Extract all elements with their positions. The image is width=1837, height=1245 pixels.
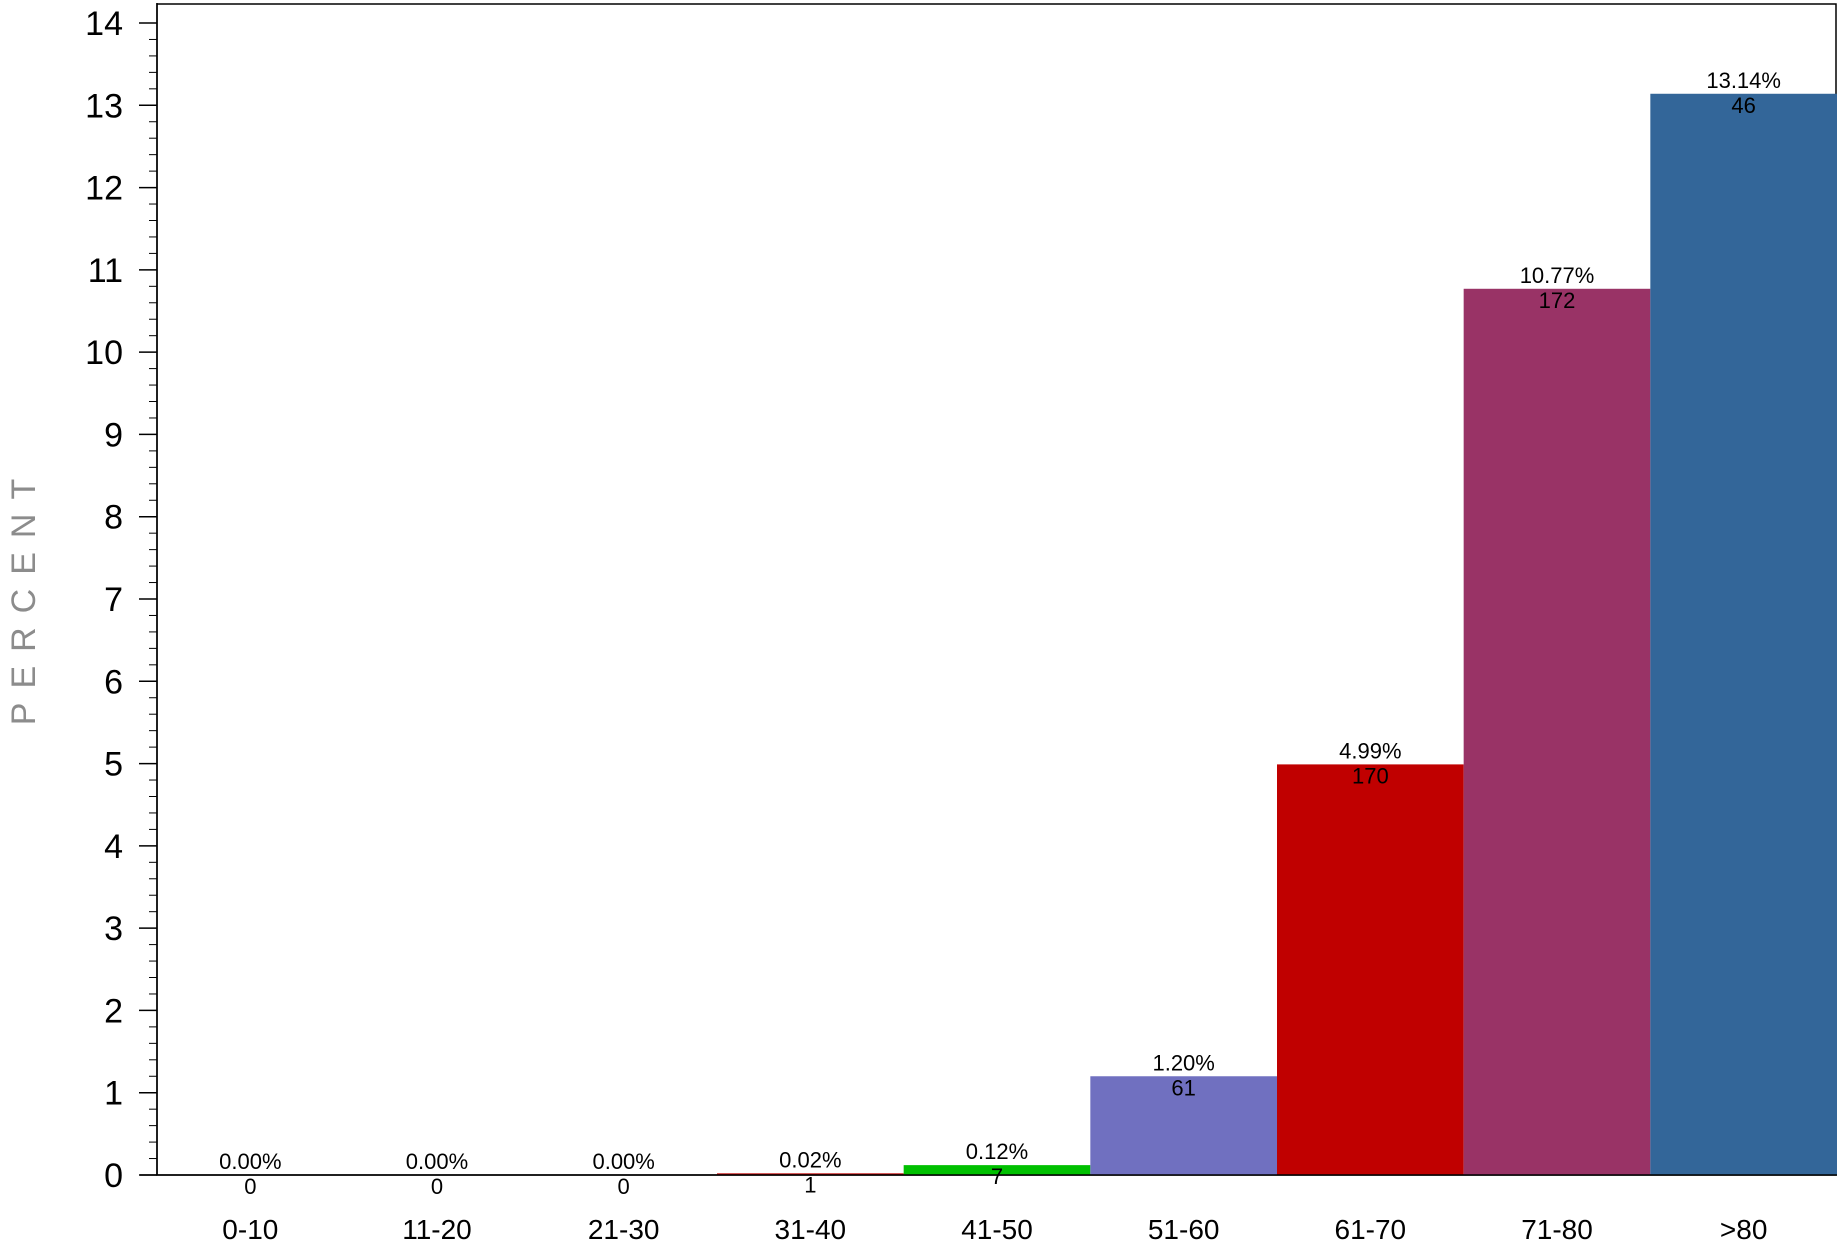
y-tick-label: 0 — [104, 1157, 123, 1195]
bar-count-label: 0 — [431, 1174, 443, 1199]
bar-percent-label: 4.99% — [1339, 738, 1401, 763]
x-category-label: 11-20 — [402, 1214, 472, 1245]
y-tick-label: 3 — [104, 910, 123, 948]
y-tick-label: 10 — [85, 334, 123, 372]
bar-61-70 — [1277, 764, 1464, 1175]
y-tick-label: 5 — [104, 746, 123, 784]
bar-percent-label: 0.02% — [779, 1147, 841, 1172]
y-tick-label: 1 — [104, 1075, 123, 1113]
x-category-label: 21-30 — [588, 1214, 660, 1245]
bar-count-label: 0 — [618, 1174, 630, 1199]
y-tick-label: 8 — [104, 499, 123, 537]
y-tick-label: 11 — [88, 252, 123, 290]
bars — [717, 93, 1837, 1176]
bar-percent-label: 10.77% — [1520, 263, 1595, 288]
x-axis: 0-10 11-20 21-30 31-40 41-50 51-60 61-70 71-80 >… — [140, 1174, 1837, 1245]
x-category-label: >80 — [1720, 1214, 1768, 1245]
data-labels: 0.00%00.00%00.00%00.02%10.12%71.20%614.9… — [219, 68, 1781, 1199]
y-tick-label: 13 — [85, 87, 123, 125]
x-category-label: 51-60 — [1148, 1214, 1220, 1245]
bar-count-label: 7 — [991, 1164, 1003, 1189]
y-tick-label: 4 — [104, 828, 123, 866]
x-category-label: 71-80 — [1521, 1214, 1593, 1245]
y-tick-label: 6 — [104, 663, 123, 701]
bar-percent-label: 0.12% — [966, 1139, 1028, 1164]
bar-count-label: 46 — [1731, 93, 1755, 118]
y-tick-label: 14 — [85, 5, 123, 43]
bar-percent-label: 0.00% — [219, 1149, 281, 1174]
bar-count-label: 1 — [804, 1172, 816, 1197]
x-category-label: 0-10 — [222, 1214, 278, 1245]
x-category-label: 61-70 — [1335, 1214, 1407, 1245]
bar-percent-label: 13.14% — [1706, 68, 1781, 93]
bar-count-label: 0 — [244, 1174, 256, 1199]
bar-percent-label: 0.00% — [592, 1149, 654, 1174]
bar-31-40 — [717, 1173, 904, 1175]
bar-count-label: 61 — [1171, 1075, 1195, 1100]
bar-percent-label: 0.00% — [406, 1149, 468, 1174]
y-tick-label: 2 — [104, 992, 123, 1030]
x-category-label: 31-40 — [775, 1214, 847, 1245]
bar-percent-label: 1.20% — [1152, 1050, 1214, 1075]
bar-count-label: 170 — [1352, 763, 1389, 788]
bar->80 — [1650, 93, 1837, 1175]
y-tick-label: 9 — [104, 416, 123, 454]
y-axis-title: PERCENT — [5, 465, 43, 725]
bar-count-label: 172 — [1539, 288, 1576, 313]
y-tick-label: 12 — [85, 170, 123, 208]
bar-71-80 — [1463, 288, 1651, 1176]
x-category-label: 41-50 — [961, 1214, 1033, 1245]
bar-41-50 — [903, 1165, 1091, 1175]
bar-51-60 — [1090, 1076, 1277, 1175]
y-tick-label: 7 — [104, 581, 123, 619]
